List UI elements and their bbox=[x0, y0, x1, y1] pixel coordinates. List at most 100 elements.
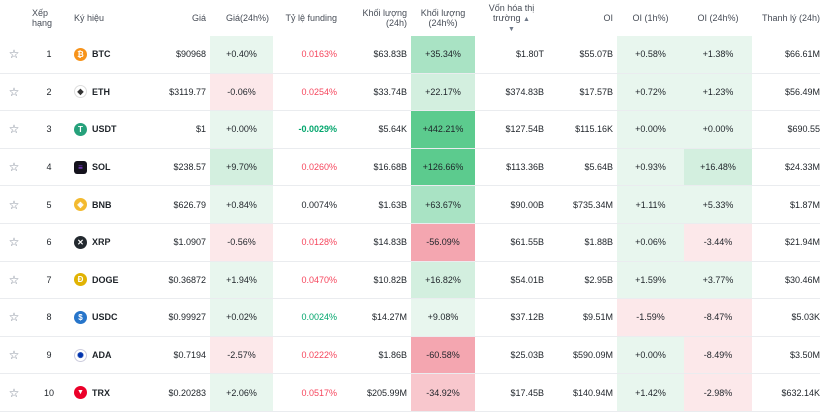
oi-24h-cell: +1.23% bbox=[684, 73, 752, 112]
volume-change-header[interactable]: Khối lượng (24h%) bbox=[420, 8, 466, 28]
coin-cell[interactable]: ✕ XRP bbox=[74, 235, 141, 249]
star-icon[interactable]: ☆ bbox=[8, 385, 20, 400]
oi-1h-cell: +0.58% bbox=[617, 36, 684, 74]
rank-cell: 9 bbox=[28, 336, 70, 375]
market-cap-cell: $54.01B bbox=[475, 261, 548, 300]
price-cell: $0.36872 bbox=[145, 261, 210, 300]
liquidation-cell: $30.46M bbox=[752, 261, 820, 300]
star-icon[interactable]: ☆ bbox=[8, 160, 20, 175]
oi-24h-cell: -8.47% bbox=[684, 298, 752, 337]
table-row[interactable]: ☆ 10 ▼ TRX $0.20283 +2.06% 0.0517% $205.9… bbox=[0, 373, 820, 412]
volume-header[interactable]: Khối lượng (24h) bbox=[362, 8, 407, 28]
oi-cell: $140.94M bbox=[548, 373, 617, 412]
liquidation-cell: $21.94M bbox=[752, 223, 820, 262]
coin-cell[interactable]: ◆ ETH bbox=[74, 85, 141, 99]
coin-cell[interactable]: ◈ BNB bbox=[74, 198, 141, 212]
table-row[interactable]: ☆ 3 T USDT $1 +0.00% -0.0029% $5.64K +442… bbox=[0, 110, 820, 149]
table-row[interactable]: ☆ 4 ≡ SOL $238.57 +9.70% 0.0260% $16.68B … bbox=[0, 148, 820, 187]
usdc-icon: $ bbox=[74, 310, 87, 324]
liquidation-cell: $24.33M bbox=[752, 148, 820, 187]
liquidation-header[interactable]: Thanh lý (24h) bbox=[761, 13, 820, 23]
coin-cell[interactable]: ▼ TRX bbox=[74, 386, 141, 400]
star-icon[interactable]: ☆ bbox=[8, 235, 20, 250]
symbol-text: BNB bbox=[92, 199, 112, 210]
table-row[interactable]: ☆ 9 ✺ ADA $0.7194 -2.57% 0.0222% $1.86B -… bbox=[0, 336, 820, 375]
market-cap-header[interactable]: Vốn hóa thị trường ▲ ▼ bbox=[475, 0, 548, 36]
rank-cell: 5 bbox=[28, 185, 70, 224]
rank-header[interactable]: Xếp hạng bbox=[32, 8, 53, 28]
market-cap-cell: $1.80T bbox=[475, 36, 548, 74]
oi-1h-cell: +1.59% bbox=[617, 261, 684, 300]
star-icon[interactable]: ☆ bbox=[8, 272, 20, 287]
volume-change-cell: +9.08% bbox=[411, 298, 475, 337]
table-row[interactable]: ☆ 7 Ð DOGE $0.36872 +1.94% 0.0470% $10.82… bbox=[0, 261, 820, 300]
tether-icon: T bbox=[74, 122, 87, 136]
funding-cell: 0.0163% bbox=[273, 36, 341, 74]
rank-cell: 10 bbox=[28, 373, 70, 412]
price-cell: $626.79 bbox=[145, 185, 210, 224]
oi-cell: $1.88B bbox=[548, 223, 617, 262]
table-row[interactable]: ☆ 1 ₿ BTC $90968 +0.40% 0.0163% $63.83B +… bbox=[0, 36, 820, 74]
symbol-header[interactable]: Ký hiệu bbox=[74, 13, 105, 23]
oi-header[interactable]: OI bbox=[603, 13, 613, 23]
symbol-text: SOL bbox=[92, 162, 111, 173]
volume-cell: $16.68B bbox=[341, 148, 411, 187]
funding-cell: -0.0029% bbox=[273, 110, 341, 149]
volume-cell: $33.74B bbox=[341, 73, 411, 112]
sort-icon[interactable]: ▲ ▼ bbox=[508, 16, 530, 33]
price-change-cell: +1.94% bbox=[210, 261, 273, 300]
oi-1h-cell: +0.00% bbox=[617, 110, 684, 149]
symbol-text: XRP bbox=[92, 237, 111, 248]
symbol-text: DOGE bbox=[92, 274, 119, 285]
market-cap-cell: $17.45B bbox=[475, 373, 548, 412]
oi-24h-cell: +3.77% bbox=[684, 261, 752, 300]
coin-cell[interactable]: ≡ SOL bbox=[74, 160, 141, 174]
star-icon[interactable]: ☆ bbox=[8, 84, 20, 99]
star-icon[interactable]: ☆ bbox=[8, 197, 20, 212]
price-cell: $0.7194 bbox=[145, 336, 210, 375]
funding-header[interactable]: Tỷ lệ funding bbox=[285, 13, 337, 23]
oi-1h-cell: +0.06% bbox=[617, 223, 684, 262]
oi-24h-cell: +16.48% bbox=[684, 148, 752, 187]
oi-24h-cell: -3.44% bbox=[684, 223, 752, 262]
star-icon[interactable]: ☆ bbox=[8, 310, 20, 325]
table-row[interactable]: ☆ 5 ◈ BNB $626.79 +0.84% 0.0074% $1.63B +… bbox=[0, 185, 820, 224]
price-change-header[interactable]: Giá(24h%) bbox=[225, 13, 269, 23]
price-change-cell: +0.02% bbox=[210, 298, 273, 337]
market-cap-cell: $127.54B bbox=[475, 110, 548, 149]
funding-cell: 0.0517% bbox=[273, 373, 341, 412]
volume-cell: $63.83B bbox=[341, 36, 411, 74]
price-header[interactable]: Giá bbox=[191, 13, 206, 23]
star-icon[interactable]: ☆ bbox=[8, 348, 20, 363]
oi-1h-cell: +0.93% bbox=[617, 148, 684, 187]
funding-cell: 0.0260% bbox=[273, 148, 341, 187]
coin-cell[interactable]: ₿ BTC bbox=[74, 47, 141, 61]
rank-cell: 4 bbox=[28, 148, 70, 187]
coin-cell[interactable]: $ USDC bbox=[74, 310, 141, 324]
symbol-text: BTC bbox=[92, 49, 111, 60]
oi-1h-header[interactable]: OI (1h%) bbox=[632, 13, 669, 23]
oi-1h-cell: -1.59% bbox=[617, 298, 684, 337]
oi-1h-cell: +1.42% bbox=[617, 373, 684, 412]
cardano-icon: ✺ bbox=[74, 348, 87, 362]
oi-24h-header[interactable]: OI (24h%) bbox=[697, 13, 739, 23]
volume-cell: $5.64K bbox=[341, 110, 411, 149]
volume-change-cell: -56.09% bbox=[411, 223, 475, 262]
star-icon[interactable]: ☆ bbox=[8, 122, 20, 137]
price-cell: $3119.77 bbox=[145, 73, 210, 112]
coin-cell[interactable]: Ð DOGE bbox=[74, 273, 141, 287]
table-row[interactable]: ☆ 2 ◆ ETH $3119.77 -0.06% 0.0254% $33.74B… bbox=[0, 73, 820, 112]
coin-cell[interactable]: ✺ ADA bbox=[74, 348, 141, 362]
table-row[interactable]: ☆ 6 ✕ XRP $1.0907 -0.56% 0.0128% $14.83B … bbox=[0, 223, 820, 262]
liquidation-cell: $3.50M bbox=[752, 336, 820, 375]
price-change-cell: +0.40% bbox=[210, 36, 273, 74]
table-row[interactable]: ☆ 8 $ USDC $0.99927 +0.02% 0.0024% $14.27… bbox=[0, 298, 820, 337]
volume-change-cell: +35.34% bbox=[411, 36, 475, 74]
volume-change-cell: +16.82% bbox=[411, 261, 475, 300]
star-icon[interactable]: ☆ bbox=[8, 47, 20, 62]
xrp-icon: ✕ bbox=[74, 235, 87, 249]
coin-cell[interactable]: T USDT bbox=[74, 122, 141, 136]
rank-cell: 8 bbox=[28, 298, 70, 337]
price-change-cell: -2.57% bbox=[210, 336, 273, 375]
